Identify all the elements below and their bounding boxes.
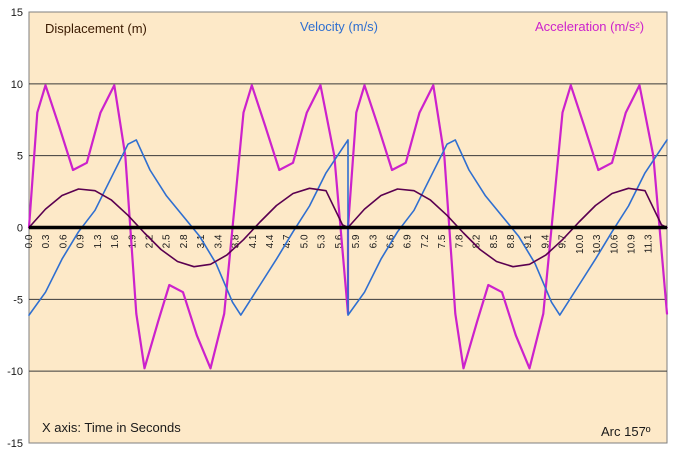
arc-annotation: Arc 157º (601, 424, 651, 439)
x-tick-label: 0.0 (24, 234, 35, 248)
x-tick-label: 7.8 (454, 234, 465, 248)
x-tick-label: 1.6 (110, 234, 121, 248)
x-tick-label: 3.8 (231, 234, 242, 248)
y-tick-label: 15 (11, 7, 23, 19)
x-tick-label: 8.2 (472, 234, 483, 248)
x-tick-label: 5.3 (317, 234, 328, 248)
x-tick-label: 11.3 (644, 234, 655, 253)
x-tick-label: 9.1 (523, 234, 534, 248)
x-tick-label: 2.5 (162, 234, 173, 248)
x-tick-label: 10.3 (592, 234, 603, 254)
x-tick-label: 10.6 (609, 234, 620, 254)
x-tick-label: 9.4 (541, 234, 552, 248)
x-tick-label: 5.0 (299, 234, 310, 248)
legend-acceleration: Acceleration (m/s²) (535, 19, 644, 34)
y-tick-label: 5 (17, 151, 23, 163)
x-tick-label: 3.4 (213, 234, 224, 248)
legend-displacement: Displacement (m) (45, 21, 147, 36)
y-tick-label: 10 (11, 79, 23, 91)
x-tick-label: 0.9 (76, 234, 87, 248)
x-tick-label: 8.8 (506, 234, 517, 248)
y-tick-label: -5 (13, 294, 23, 306)
x-tick-label: 6.3 (368, 234, 379, 248)
legend-velocity: Velocity (m/s) (300, 19, 378, 34)
x-tick-label: 2.2 (145, 234, 156, 248)
x-tick-label: 7.5 (437, 234, 448, 248)
x-tick-label: 4.1 (248, 234, 259, 248)
x-tick-label: 2.8 (179, 234, 190, 248)
x-tick-label: 4.4 (265, 234, 276, 248)
x-tick-label: 0.3 (41, 234, 52, 248)
y-tick-label: -10 (7, 366, 23, 378)
x-tick-label: 7.2 (420, 234, 431, 248)
x-tick-label: 5.9 (351, 234, 362, 248)
y-tick-label: 0 (17, 223, 23, 235)
y-tick-label: -15 (7, 438, 23, 450)
x-tick-label: 9.7 (558, 234, 569, 248)
x-tick-label: 8.5 (489, 234, 500, 248)
x-tick-label: 1.9 (127, 234, 138, 248)
x-tick-label: 0.6 (58, 234, 69, 248)
x-axis-label: X axis: Time in Seconds (42, 420, 181, 435)
x-tick-label: 10.0 (575, 234, 586, 254)
x-tick-label: 5.6 (334, 234, 345, 248)
x-tick-label: 1.3 (93, 234, 104, 248)
x-tick-label: 6.9 (403, 234, 414, 248)
x-tick-label: 10.9 (627, 234, 638, 254)
